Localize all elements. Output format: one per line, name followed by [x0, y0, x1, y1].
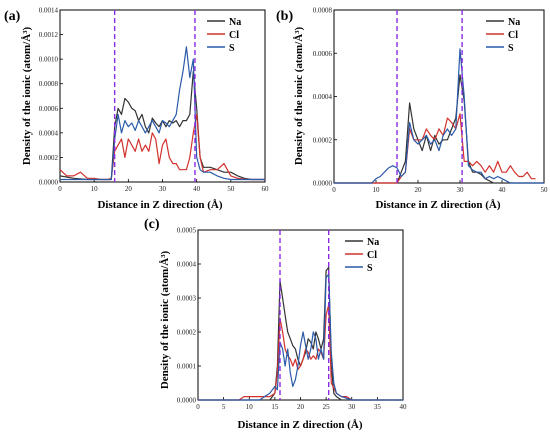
panel-label-b: (b) [276, 9, 293, 24]
x-tick-label-a: 0 [58, 185, 62, 193]
y-tick-label-b: 0.0002 [313, 136, 333, 144]
x-tick-label-c: 40 [400, 403, 408, 411]
legend-label-s-c: S [367, 263, 373, 274]
y-tick-label-a: 0.0012 [39, 31, 59, 39]
y-tick-label-c: 0.0003 [177, 295, 197, 303]
y-tick-label-c: 0.0004 [177, 261, 197, 269]
series-line-cl-b [334, 113, 536, 184]
series-line-na-a [59, 70, 265, 181]
series-line-na-b [334, 74, 544, 184]
x-tick-label-c: 0 [196, 403, 200, 411]
x-tick-label-b: 0 [332, 186, 336, 194]
plot-area-b: 0.0000 0.0002 0.0004 0.0006 0.0008 0 10 20 30 40 5… [313, 7, 548, 195]
y-tick-label-c: 0.0000 [177, 397, 197, 405]
y-tick-label-a: 0.0006 [39, 105, 59, 113]
series-line-na-c [198, 266, 403, 401]
y-tick-label-c: 0.0001 [177, 363, 197, 371]
legend-label-cl-a: Cl [229, 30, 239, 41]
legend-label-cl-b: Cl [508, 30, 518, 41]
y-tick-label-b: 0.0004 [313, 93, 333, 101]
series-line-s-a [60, 46, 265, 181]
x-tick-label-c: 15 [271, 403, 279, 411]
x-tick-label-c: 20 [297, 403, 305, 411]
x-tick-label-b: 30 [457, 186, 465, 194]
y-axis-label-c: Density of the ionic (atom/Å³) [159, 251, 171, 390]
series-line-s-b [334, 48, 544, 184]
legend-label-na-a: Na [229, 17, 241, 28]
x-axis-label-c: Distance in Z direction (Å) [237, 419, 362, 431]
legend-label-na-c: Na [367, 237, 379, 248]
x-tick-label-c: 35 [374, 403, 382, 411]
y-axis-label-b: Density of the ionic (atom/Å³) [293, 27, 305, 166]
panel-label-a: (a) [4, 9, 21, 24]
x-tick-label-b: 20 [415, 186, 423, 194]
x-tick-label-c: 30 [348, 403, 356, 411]
x-axis-label-a: Distance in Z direction (Å) [97, 199, 222, 211]
x-tick-label-a: 10 [91, 185, 99, 193]
x-tick-label-b: 40 [499, 186, 507, 194]
y-tick-label-b: 0.0008 [313, 7, 333, 15]
x-tick-label-c: 10 [246, 403, 254, 411]
y-tick-label-a: 0.0008 [39, 80, 59, 88]
x-tick-label-a: 60 [262, 185, 270, 193]
legend-label-s-b: S [508, 43, 514, 54]
series-line-s-c [198, 273, 403, 401]
plot-area-a: 0.0000 0.0002 0.0004 0.0006 0.0008 0.0010 0.00… [39, 7, 269, 194]
legend-label-cl-c: Cl [367, 250, 377, 261]
series-line-cl-a [59, 113, 265, 181]
legend-label-s-a: S [229, 43, 235, 54]
x-tick-label-b: 50 [541, 186, 549, 194]
y-tick-label-b: 0.0006 [313, 50, 333, 58]
x-axis-label-b: Distance in Z direction (Å) [375, 199, 500, 211]
y-tick-label-c: 0.0002 [177, 329, 197, 337]
x-tick-label-a: 30 [159, 185, 167, 193]
x-tick-label-b: 10 [373, 186, 381, 194]
x-tick-label-c: 5 [222, 403, 226, 411]
x-tick-label-c: 25 [323, 403, 331, 411]
y-tick-label-b: 0.0000 [313, 180, 333, 188]
y-tick-label-a: 0.0010 [39, 56, 59, 64]
y-tick-label-a: 0.0002 [39, 154, 59, 162]
y-tick-label-c: 0.0005 [177, 227, 197, 235]
x-tick-label-a: 20 [125, 185, 133, 193]
x-tick-label-a: 40 [193, 185, 201, 193]
panel-c: (c) Density of the ionic (atom/Å³) Dista… [144, 217, 407, 431]
y-tick-label-a: 0.0000 [39, 179, 59, 187]
y-tick-label-a: 0.0004 [39, 129, 59, 137]
panel-b: (b) Density of the ionic (atom/Å³) Dista… [276, 7, 548, 212]
plot-area-c: 0.0000 0.0001 0.0002 0.0003 0.0004 0.0005 0 5 10… [177, 227, 407, 412]
series-line-cl-c [198, 304, 403, 401]
panel-label-c: (c) [144, 217, 160, 232]
y-axis-label-a: Density of the ionic (atom/Å³) [21, 27, 33, 166]
legend-label-na-b: Na [508, 17, 520, 28]
x-tick-label-a: 50 [227, 185, 235, 193]
panel-a: (a) Density of the ionic (atom/Å³) Dista… [4, 7, 269, 212]
y-tick-label-a: 0.0014 [39, 7, 59, 15]
